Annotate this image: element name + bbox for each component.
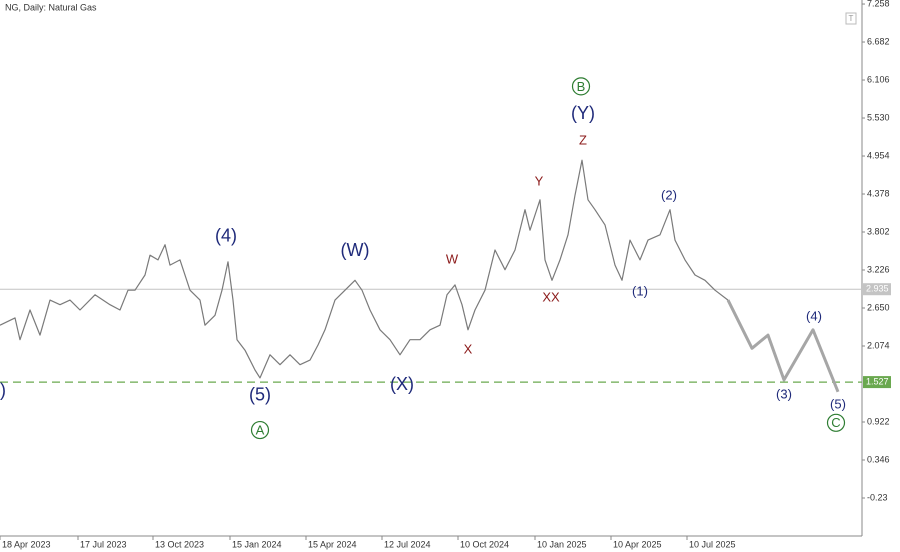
y-tick-label: 2.074 bbox=[867, 340, 890, 350]
wave-label-text: X bbox=[464, 342, 473, 357]
y-tick-label: 0.346 bbox=[867, 454, 890, 464]
x-tick-label: 15 Jan 2024 bbox=[232, 539, 282, 549]
wave-label: (5) bbox=[249, 384, 271, 404]
wave-label-text: A bbox=[256, 422, 265, 437]
wave-label-text: (3) bbox=[776, 387, 792, 402]
level-label-box bbox=[863, 376, 891, 389]
toolbar-icon[interactable] bbox=[845, 12, 857, 25]
y-tick-label: 7.258 bbox=[867, 0, 890, 8]
level-label: 2.935 bbox=[866, 284, 889, 294]
x-tick-label: 10 Oct 2024 bbox=[460, 539, 509, 549]
x-tick-label: 13 Oct 2023 bbox=[155, 539, 204, 549]
wave-label: (X) bbox=[390, 374, 414, 394]
x-tick-label: 18 Apr 2023 bbox=[2, 539, 51, 549]
wave-label-text: (4) bbox=[806, 309, 822, 324]
x-tick-label: 10 Jul 2025 bbox=[689, 539, 736, 549]
x-tick-label: 15 Apr 2024 bbox=[308, 539, 357, 549]
y-tick-label: 3.226 bbox=[867, 264, 890, 274]
forecast-line bbox=[726, 299, 840, 393]
y-tick-label: 6.682 bbox=[867, 36, 890, 46]
x-tick-label: 10 Apr 2025 bbox=[613, 539, 662, 549]
wave-label: W bbox=[446, 251, 459, 266]
wave-label-text: (5) bbox=[249, 384, 271, 404]
y-tick-label: 2.650 bbox=[867, 302, 890, 312]
y-tick-label: 6.106 bbox=[867, 74, 890, 84]
x-tick-label: 10 Jan 2025 bbox=[537, 539, 587, 549]
wave-label-text: Y bbox=[535, 173, 544, 188]
wave-label: (4) bbox=[215, 226, 237, 246]
wave-label: (3) bbox=[776, 387, 792, 402]
y-tick-label: 0.922 bbox=[867, 416, 890, 426]
wave-label-text: (4) bbox=[215, 226, 237, 246]
wave-label-text: (Y) bbox=[571, 103, 595, 123]
wave-label-text: (W) bbox=[341, 240, 370, 260]
wave-label: X bbox=[464, 342, 473, 357]
price-line bbox=[0, 159, 729, 379]
wave-label-circle bbox=[250, 420, 270, 440]
x-tick-label: 17 Jul 2023 bbox=[80, 539, 127, 549]
toolbar-icon-text: T bbox=[849, 14, 854, 23]
wave-label-text: (5) bbox=[830, 396, 846, 411]
level-label-box bbox=[863, 283, 891, 296]
wave-label: XX bbox=[542, 290, 560, 305]
wave-label-text: C bbox=[831, 415, 840, 430]
wave-label: (1) bbox=[632, 284, 648, 299]
y-tick-label: 4.378 bbox=[867, 188, 890, 198]
wave-label-text: (2) bbox=[661, 187, 677, 202]
x-tick-label: 12 Jul 2024 bbox=[384, 539, 431, 549]
y-tick-label: 4.954 bbox=[867, 150, 890, 160]
wave-label: Z bbox=[579, 133, 587, 148]
wave-label: ) bbox=[0, 380, 6, 400]
wave-label-circle bbox=[826, 413, 846, 432]
chart-title: NG, Daily: Natural Gas bbox=[5, 2, 97, 12]
level-label: 1.527 bbox=[866, 376, 889, 386]
wave-label-text: (X) bbox=[390, 374, 414, 394]
wave-label-circle bbox=[571, 77, 591, 96]
wave-label: (Y) bbox=[571, 103, 595, 123]
wave-label: (4) bbox=[806, 309, 822, 324]
wave-label: (5) bbox=[830, 396, 846, 411]
wave-label: C bbox=[826, 413, 846, 432]
wave-label-text: W bbox=[446, 251, 459, 266]
wave-label: B bbox=[571, 77, 591, 96]
wave-label: Y bbox=[535, 173, 544, 188]
wave-label: (2) bbox=[661, 187, 677, 202]
wave-label: A bbox=[250, 420, 270, 440]
wave-label-text: XX bbox=[542, 290, 560, 305]
y-tick-label: -0.23 bbox=[867, 492, 888, 502]
wave-label: (W) bbox=[341, 240, 370, 260]
wave-label-text: Z bbox=[579, 133, 587, 148]
y-tick-label: 5.530 bbox=[867, 112, 890, 122]
wave-label-text: B bbox=[577, 79, 586, 94]
wave-label-text: (1) bbox=[632, 284, 648, 299]
y-tick-label: 3.802 bbox=[867, 226, 890, 236]
wave-label-text: ) bbox=[0, 380, 6, 400]
